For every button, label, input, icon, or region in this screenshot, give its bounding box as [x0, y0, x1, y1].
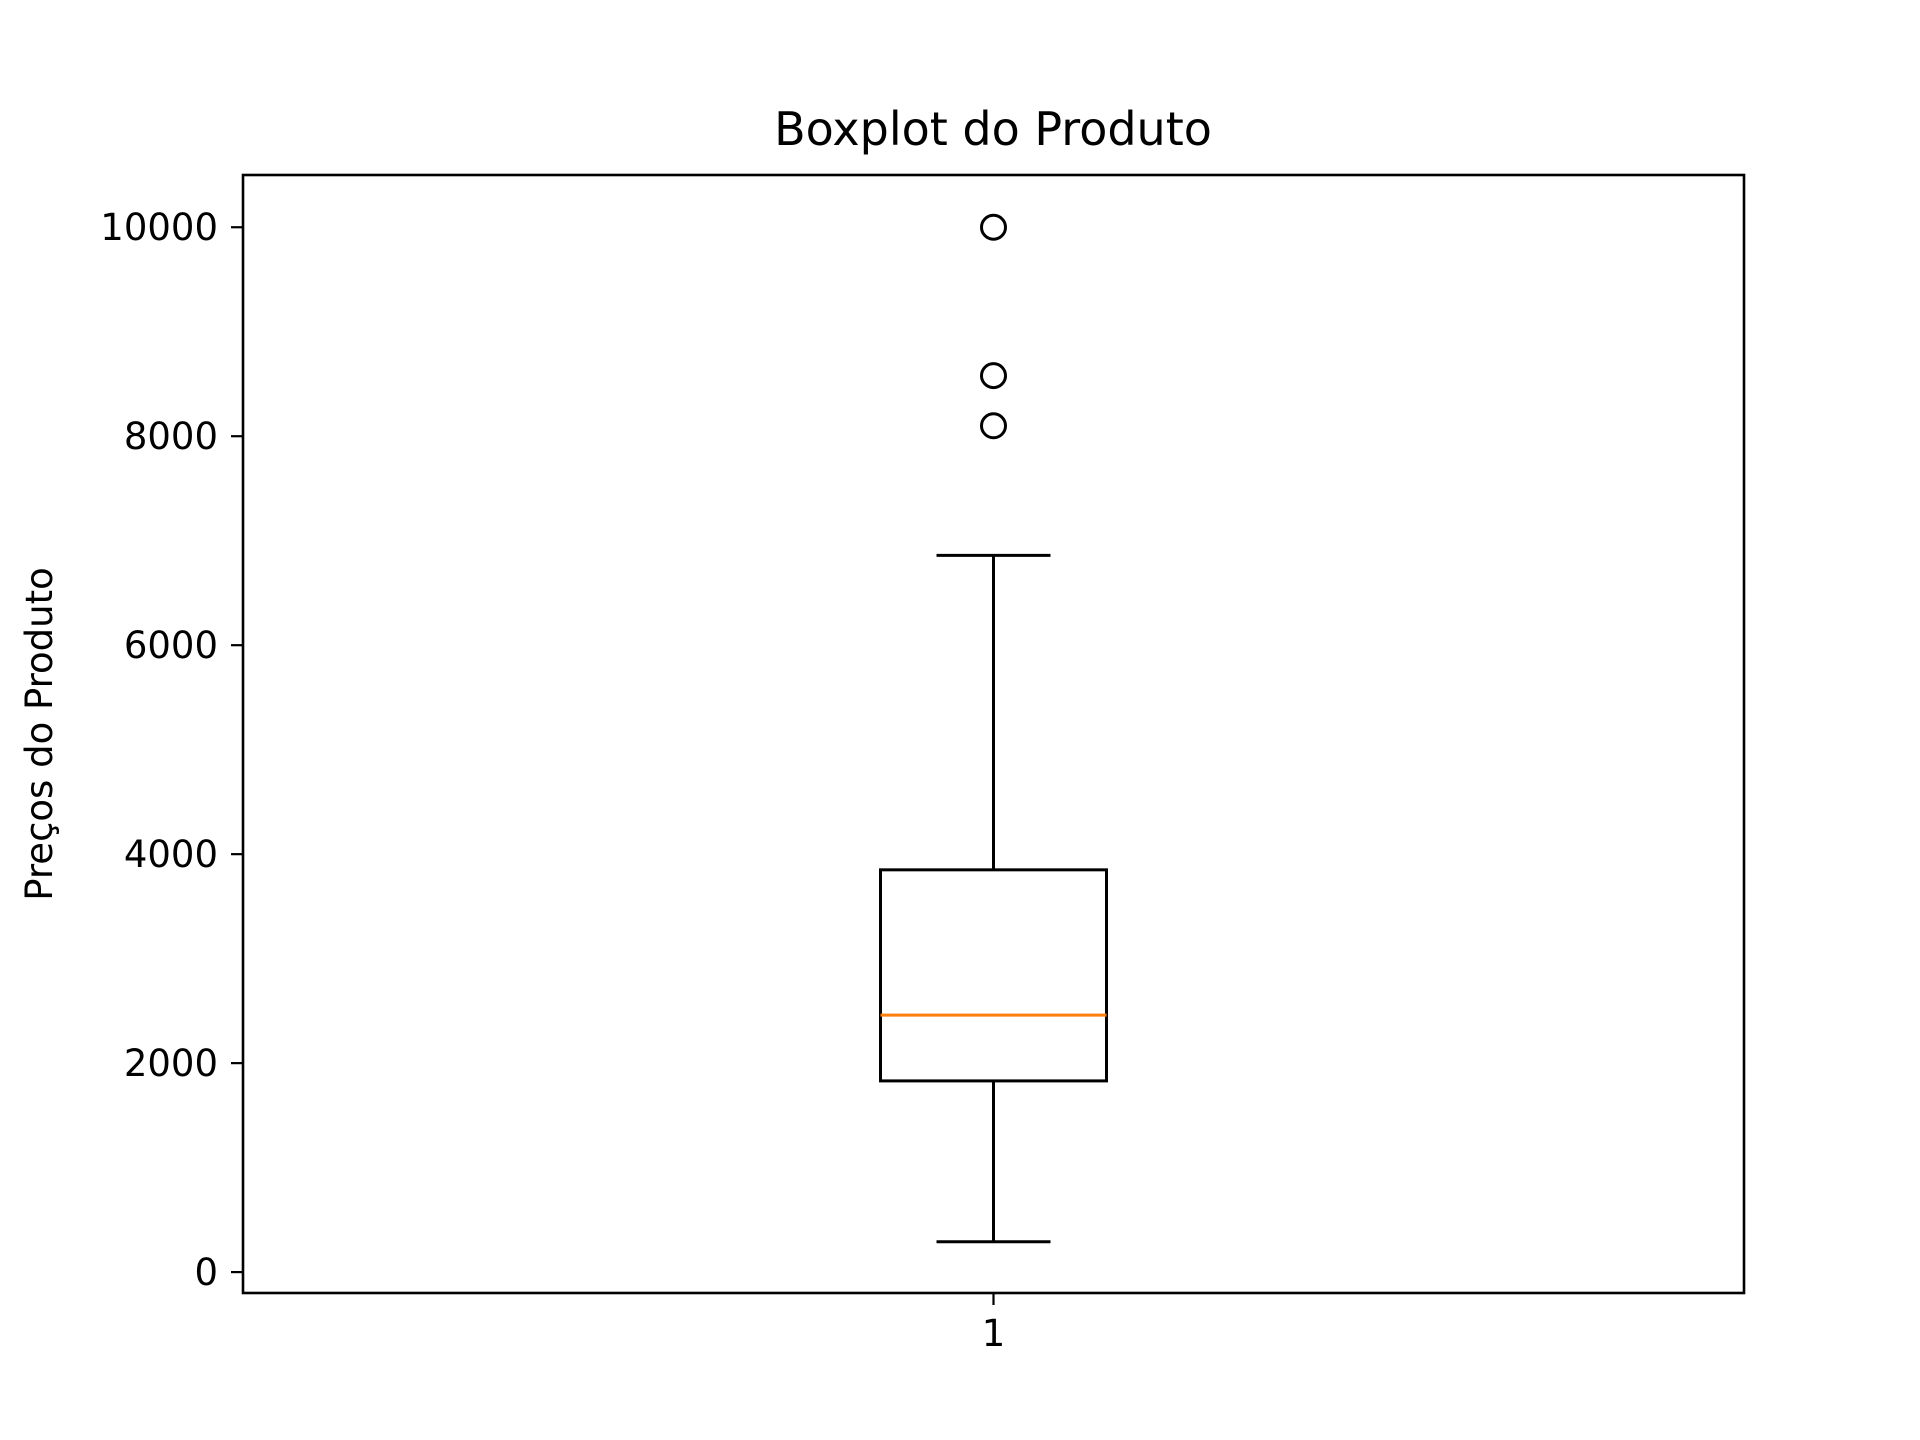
x-axis-ticks: 1	[982, 1293, 1006, 1355]
outlier-point	[980, 362, 1007, 390]
y-axis-ticks: 0 2000 4000 6000 8000 10000	[100, 206, 243, 1294]
chart-title: Boxplot do Produto	[774, 102, 1212, 156]
y-tick-label: 4000	[124, 833, 218, 876]
y-tick-label: 10000	[100, 206, 218, 249]
plot-area-frame	[241, 173, 1746, 1295]
y-tick-label: 0	[194, 1251, 218, 1294]
y-tick-label: 8000	[124, 415, 218, 458]
y-axis-label: Preços do Produto	[18, 567, 61, 901]
outlier-point	[980, 412, 1007, 440]
x-tick-label: 1	[982, 1312, 1006, 1355]
interquartile-box	[879, 868, 1108, 1083]
y-tick-label: 2000	[124, 1042, 218, 1085]
outlier-point	[980, 213, 1007, 241]
box-group	[879, 213, 1108, 1244]
y-tick-label: 6000	[124, 624, 218, 667]
